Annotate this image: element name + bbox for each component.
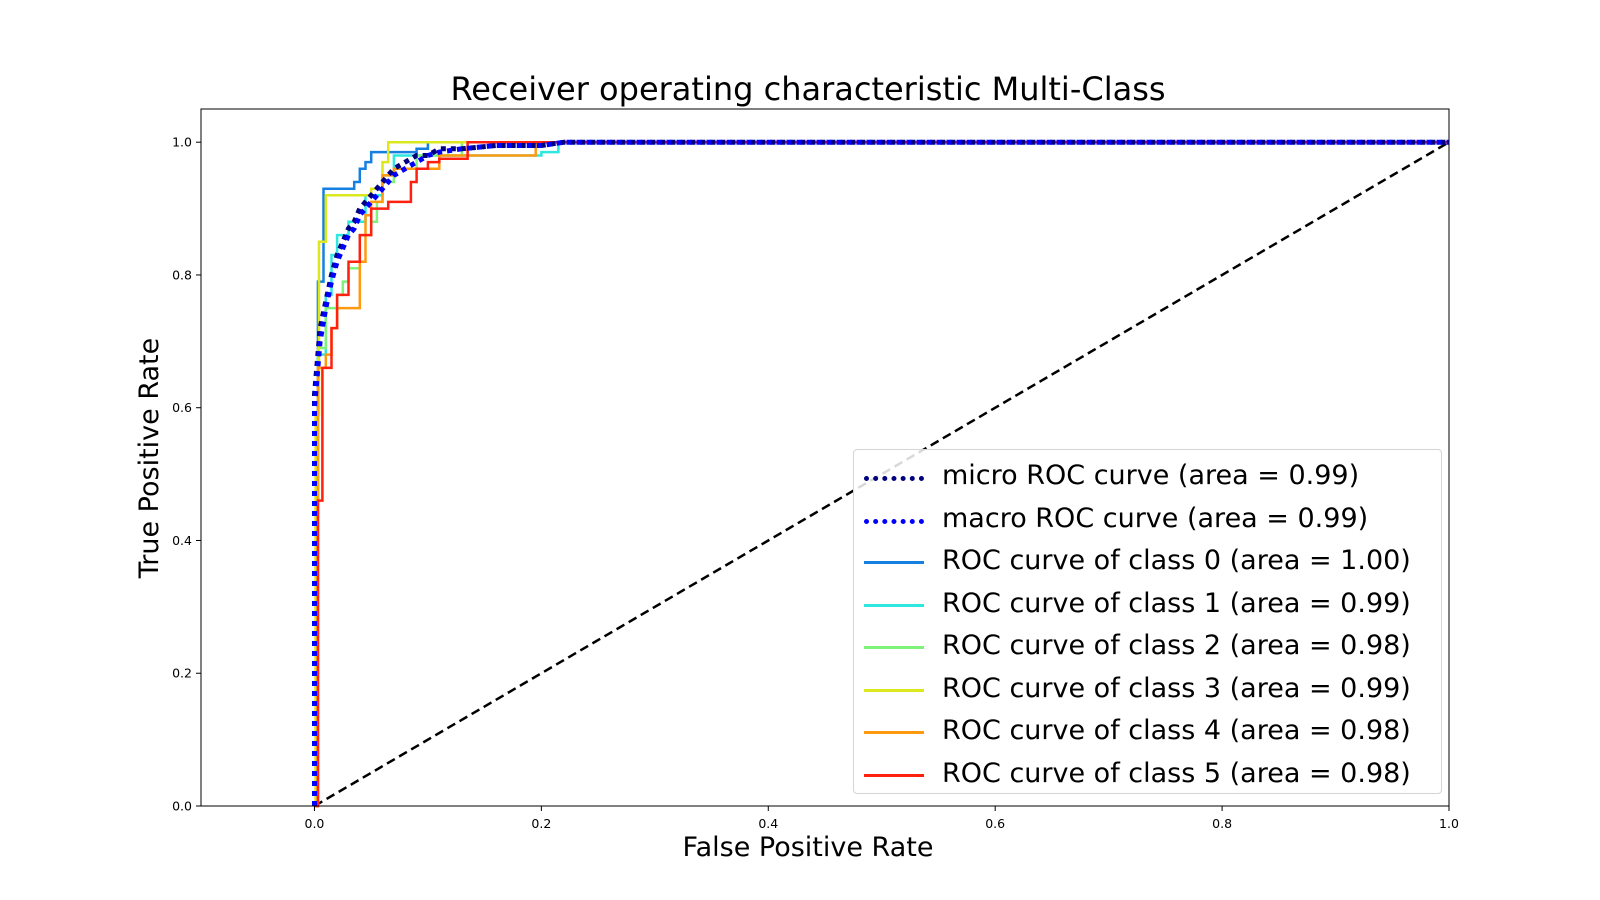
legend-entry-3: ROC curve of class 1 (area = 0.99) bbox=[854, 585, 1441, 625]
legend-label: ROC curve of class 1 (area = 0.99) bbox=[942, 587, 1411, 619]
y-tick-label: 1.0 bbox=[172, 135, 192, 150]
x-axis-label: False Positive Rate bbox=[683, 832, 934, 863]
chart-title: Receiver operating characteristic Multi-… bbox=[450, 70, 1165, 108]
y-tick-label: 0.2 bbox=[172, 666, 192, 681]
legend-label: ROC curve of class 4 (area = 0.98) bbox=[942, 715, 1411, 746]
legend-label: ROC curve of class 5 (area = 0.98) bbox=[942, 757, 1411, 789]
legend-label: macro ROC curve (area = 0.99) bbox=[942, 502, 1369, 534]
legend-entry-1: macro ROC curve (area = 0.99) bbox=[854, 500, 1441, 540]
legend-label: ROC curve of class 0 (area = 1.00) bbox=[942, 545, 1411, 576]
legend-entry-0: micro ROC curve (area = 0.99) bbox=[854, 457, 1441, 497]
legend-entry-4: ROC curve of class 2 (area = 0.98) bbox=[854, 627, 1441, 667]
legend: micro ROC curve (area = 0.99) macro ROC c… bbox=[853, 449, 1442, 794]
legend-swatch bbox=[864, 476, 924, 481]
roc-curve-6 bbox=[314, 140, 1449, 808]
legend-swatch bbox=[864, 518, 924, 524]
legend-swatch bbox=[864, 688, 924, 692]
y-axis-ticks: 0.0 0.2 0.4 0.6 0.8 1.0 bbox=[172, 135, 201, 814]
x-tick-label: 0.2 bbox=[531, 816, 551, 831]
plot-area-frame bbox=[200, 108, 1450, 807]
legend-label: ROC curve of class 3 (area = 0.99) bbox=[942, 672, 1411, 704]
legend-swatch bbox=[864, 603, 924, 607]
x-tick-label: 0.8 bbox=[1212, 816, 1232, 831]
legend-swatch bbox=[864, 646, 924, 649]
legend-entry-7: ROC curve of class 5 (area = 0.98) bbox=[854, 755, 1441, 795]
legend-swatch bbox=[864, 773, 924, 777]
legend-entry-5: ROC curve of class 3 (area = 0.99) bbox=[854, 670, 1441, 710]
roc-curve-7 bbox=[314, 140, 1449, 808]
legend-entry-6: ROC curve of class 4 (area = 0.98) bbox=[854, 712, 1441, 752]
legend-swatch bbox=[864, 561, 924, 564]
curves-layer bbox=[312, 139, 1450, 808]
y-axis-label: True Positive Rate bbox=[134, 338, 165, 580]
legend-label: ROC curve of class 2 (area = 0.98) bbox=[942, 630, 1411, 661]
legend-swatch bbox=[864, 731, 924, 734]
legend-label: micro ROC curve (area = 0.99) bbox=[942, 460, 1360, 491]
x-axis-ticks: 0.0 0.2 0.4 0.6 0.8 1.0 bbox=[305, 806, 1459, 831]
y-tick-label: 0.6 bbox=[172, 400, 192, 415]
x-tick-label: 1.0 bbox=[1439, 816, 1459, 831]
chance-diagonal-line bbox=[313, 141, 1450, 808]
legend-entry-2: ROC curve of class 0 (area = 1.00) bbox=[854, 542, 1441, 582]
roc-curve-2 bbox=[314, 140, 1449, 808]
x-tick-label: 0.0 bbox=[305, 816, 325, 831]
y-tick-label: 0.0 bbox=[172, 799, 192, 814]
roc-curve-1 bbox=[312, 139, 1449, 806]
y-tick-label: 0.4 bbox=[172, 533, 192, 548]
roc-curve-0 bbox=[312, 139, 1449, 806]
x-tick-label: 0.6 bbox=[985, 816, 1005, 831]
y-tick-label: 0.8 bbox=[172, 267, 192, 282]
x-tick-label: 0.4 bbox=[758, 816, 778, 831]
